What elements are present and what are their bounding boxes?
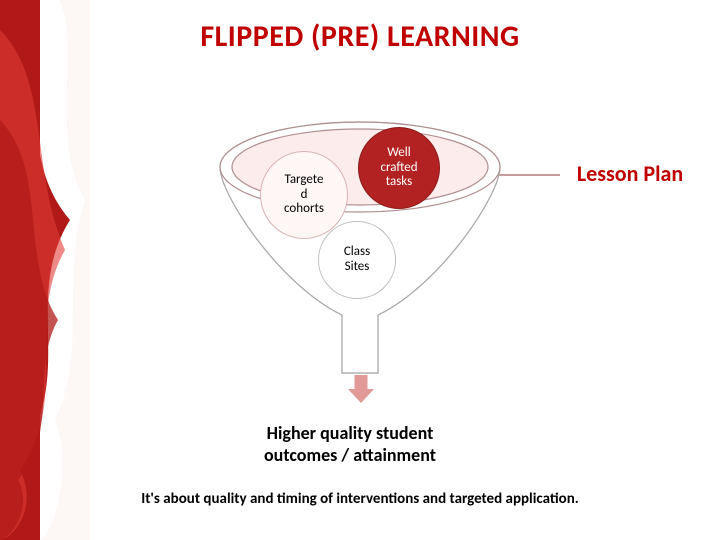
funnel-diagram: Targetedcohorts Wellcraftedtasks ClassSi…: [200, 115, 520, 395]
bubble-targeted-cohorts: Targetedcohorts: [260, 151, 348, 239]
page-title: FLIPPED (PRE) LEARNING: [0, 18, 720, 55]
sidebar-art: [0, 0, 90, 540]
outcome-line2: outcomes / attainment: [150, 444, 550, 466]
outcome-text: Higher quality student outcomes / attain…: [150, 422, 550, 466]
bubble-tasks-label: Wellcraftedtasks: [380, 146, 417, 191]
lesson-plan-callout: Lesson Plan: [560, 160, 700, 187]
footer-note: It's about quality and timing of interve…: [0, 490, 720, 508]
bubble-class-sites: ClassSites: [318, 221, 396, 299]
down-arrow-icon: [348, 375, 374, 403]
bubble-well-crafted-tasks: Wellcraftedtasks: [358, 127, 440, 209]
bubble-class-sites-label: ClassSites: [344, 245, 370, 275]
outcome-line1: Higher quality student: [150, 422, 550, 444]
bubble-targeted-label: Targetedcohorts: [284, 173, 324, 218]
slide-stage: FLIPPED (PRE) LEARNING Lesson Plan Targe…: [0, 0, 720, 540]
